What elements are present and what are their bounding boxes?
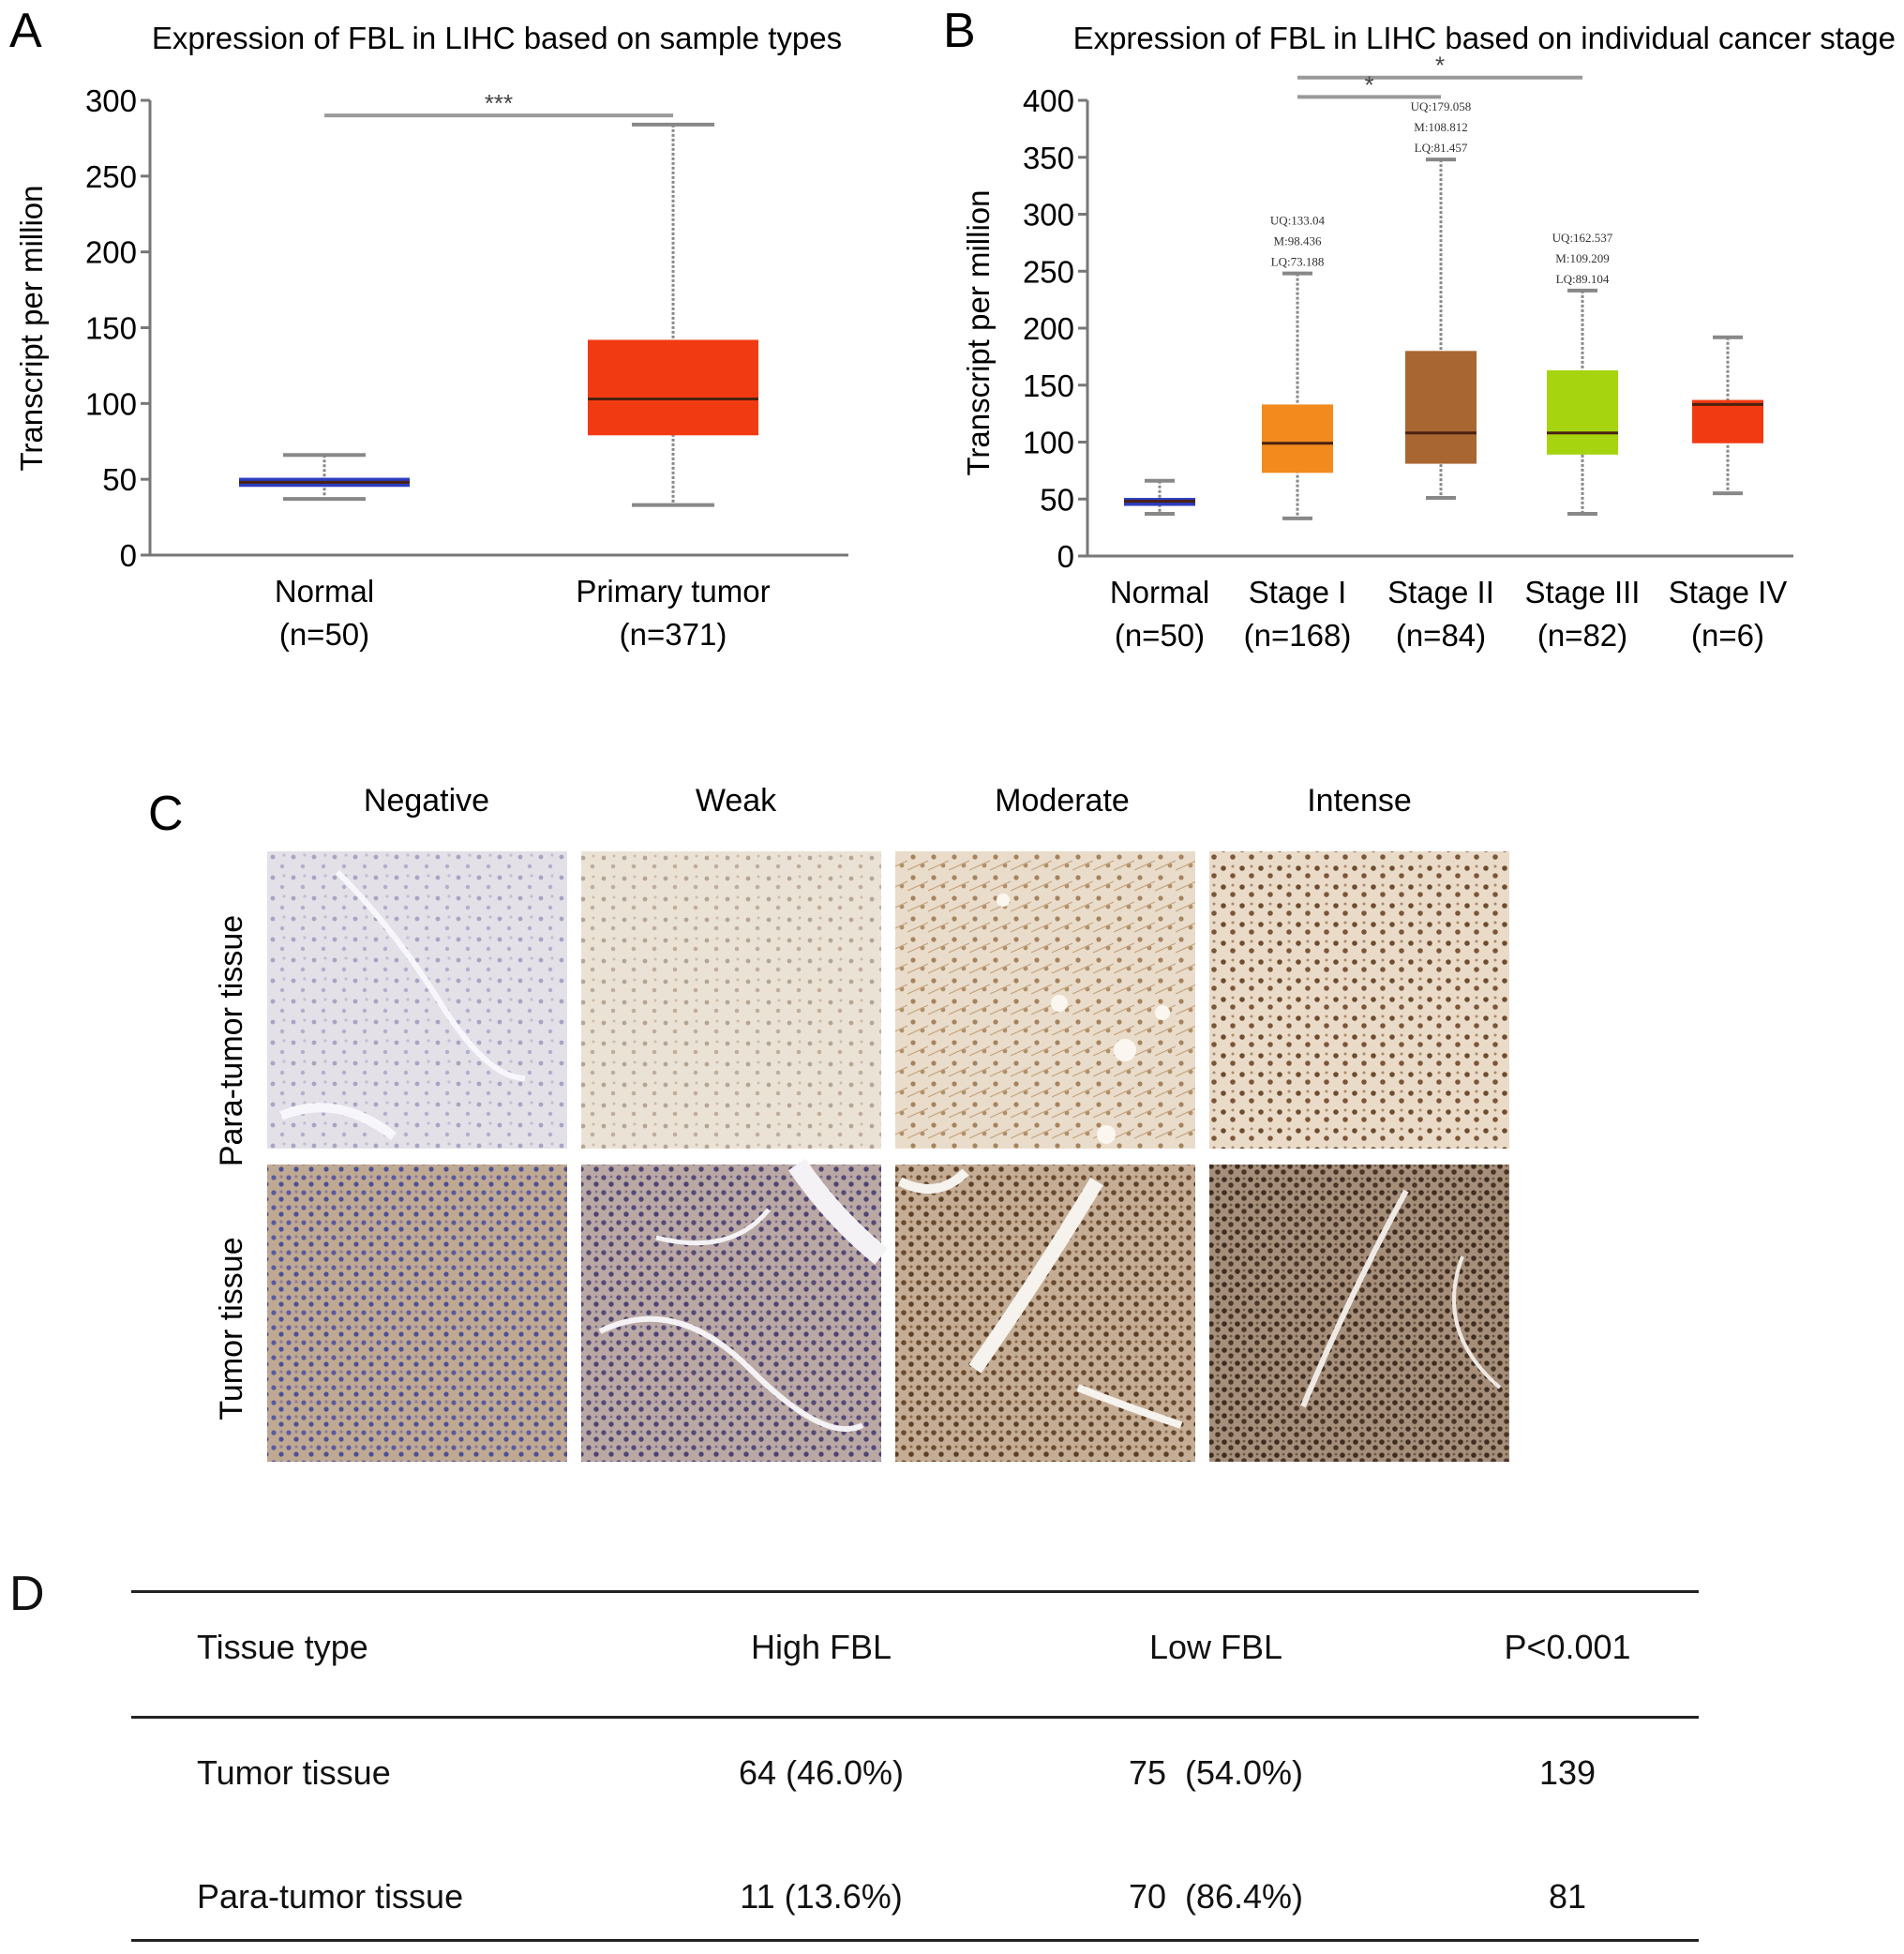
chart-title-a: Expression of FBL in LIHC based on sampl…: [152, 21, 842, 55]
header-high-fbl: High FBL: [750, 1628, 892, 1666]
a-x-tick-count: (n=371): [620, 617, 727, 652]
b-significance-label: *: [1364, 70, 1373, 98]
a-y-tick-label: 150: [85, 311, 137, 346]
fbl-expression-table: D Tissue type High FBL Low FBL P<0.001 T…: [0, 1538, 1904, 1954]
ihc-image-para-weak: [581, 851, 881, 1149]
b-box: [1547, 369, 1618, 455]
a-y-tick-label: 100: [85, 386, 137, 421]
plot-area-b: 0 50 100 150 200 250 300 350 400 Normal (n=50) Stag…: [1023, 52, 1793, 653]
ihc-image-tumor-intense: [1209, 1165, 1509, 1462]
b-box-annotation: LQ:81.457: [1415, 141, 1468, 155]
b-x-tick-count: (n=50): [1115, 618, 1205, 653]
b-box-annotation: LQ:73.188: [1271, 255, 1325, 269]
a-x-tick-count: (n=50): [279, 617, 369, 652]
a-x-tick-label: Normal: [275, 574, 374, 609]
header-low-fbl: Low FBL: [1148, 1628, 1283, 1666]
chart-title-b: Expression of FBL in LIHC based on indiv…: [1073, 21, 1896, 55]
row-para-high-fbl: 11 (13.6%): [740, 1877, 903, 1916]
row-label-para-tumor: Para-tumor tissue: [214, 915, 249, 1166]
b-y-tick-label: 100: [1023, 426, 1074, 460]
b-y-tick-label: 350: [1023, 141, 1074, 175]
ihc-staining-grid: C Negative Weak Moderate Intense Para-tu…: [148, 783, 1509, 1462]
b-box: [1262, 404, 1333, 473]
b-box-annotation: M:108.812: [1414, 120, 1467, 134]
b-box-annotation: LQ:89.104: [1556, 272, 1610, 286]
b-box-annotation: UQ:162.537: [1552, 231, 1613, 245]
b-x-tick-count: (n=82): [1537, 618, 1627, 653]
header-p-value: P<0.001: [1504, 1628, 1631, 1666]
a-significance-label: ***: [485, 89, 513, 117]
y-axis-label-a: Transcript per million: [14, 185, 49, 471]
b-x-tick-label: Stage IV: [1669, 575, 1788, 609]
ihc-image-tumor-moderate: [895, 1165, 1195, 1462]
panel-letter-d: D: [9, 1567, 45, 1621]
row-tumor-tissue-type: Tumor tissue: [197, 1753, 391, 1792]
b-y-tick-label: 150: [1023, 368, 1074, 403]
b-x-tick-label: Stage I: [1249, 575, 1347, 609]
b-x-tick-label: Stage III: [1525, 575, 1641, 609]
a-y-tick-label: 300: [85, 83, 137, 118]
row-para-total: 81: [1548, 1877, 1587, 1916]
header-tissue-type: Tissue type: [197, 1628, 368, 1666]
row-tumor-low-fbl: 75 (54.0%): [1128, 1753, 1304, 1792]
b-y-tick-label: 50: [1040, 482, 1074, 517]
ihc-image-para-moderate: [895, 851, 1195, 1149]
b-significance-label: *: [1435, 52, 1445, 80]
boxplot-cancer-stage: B Expression of FBL in LIHC based on ind…: [943, 4, 1896, 653]
b-box-annotation: UQ:179.058: [1411, 99, 1472, 113]
column-label-intense: Intense: [1307, 783, 1412, 819]
ihc-image-para-negative: [267, 851, 567, 1149]
b-y-tick-label: 0: [1057, 539, 1074, 574]
b-y-tick-label: 300: [1023, 198, 1074, 233]
row-para-low-fbl: 70 (86.4%): [1128, 1877, 1304, 1916]
b-box: [1405, 351, 1477, 464]
b-x-tick-label: Stage II: [1387, 575, 1494, 609]
a-y-tick-label: 200: [85, 235, 137, 270]
column-label-weak: Weak: [696, 783, 777, 819]
ihc-image-tumor-weak: [581, 1158, 888, 1462]
panel-letter-a: A: [9, 4, 42, 58]
ihc-image-para-intense: [1209, 851, 1509, 1149]
b-x-tick-count: (n=168): [1244, 618, 1352, 653]
b-box-annotation: M:98.436: [1274, 234, 1322, 248]
a-y-tick-label: 0: [120, 538, 137, 573]
b-y-tick-label: 200: [1023, 311, 1074, 346]
row-tumor-total: 139: [1538, 1753, 1597, 1792]
row-label-tumor: Tumor tissue: [214, 1237, 249, 1420]
b-y-tick-label: 250: [1023, 254, 1074, 289]
a-y-tick-label: 50: [102, 462, 137, 497]
b-box: [1692, 399, 1763, 443]
y-axis-label-b: Transcript per million: [961, 189, 996, 475]
b-box-annotation: M:109.209: [1555, 251, 1609, 265]
column-label-moderate: Moderate: [995, 783, 1130, 819]
a-x-tick-label: Primary tumor: [576, 574, 770, 609]
a-y-tick-label: 250: [85, 159, 137, 194]
b-x-tick-count: (n=6): [1691, 618, 1764, 653]
ihc-image-tumor-negative: [267, 1165, 567, 1462]
plot-area-a: 0 50 100 150 200 250 300 Normal (n=50) Primary tu…: [85, 83, 848, 652]
panel-letter-b: B: [943, 4, 976, 58]
b-box-annotation: UQ:133.04: [1270, 214, 1326, 228]
b-x-tick-count: (n=84): [1396, 618, 1486, 653]
b-x-tick-label: Normal: [1110, 575, 1209, 609]
column-label-negative: Negative: [364, 783, 489, 819]
panel-letter-c: C: [148, 787, 184, 841]
table-top-rule: [131, 1590, 1699, 1593]
table-header-rule: [131, 1716, 1699, 1719]
table-bottom-rule: [131, 1939, 1699, 1942]
row-para-tissue-type: Para-tumor tissue: [197, 1877, 464, 1916]
a-box: [588, 339, 758, 436]
row-tumor-high-fbl: 64 (46.0%): [738, 1753, 905, 1792]
b-y-tick-label: 400: [1023, 83, 1074, 118]
boxplot-sample-types: A Expression of FBL in LIHC based on sam…: [9, 4, 848, 652]
